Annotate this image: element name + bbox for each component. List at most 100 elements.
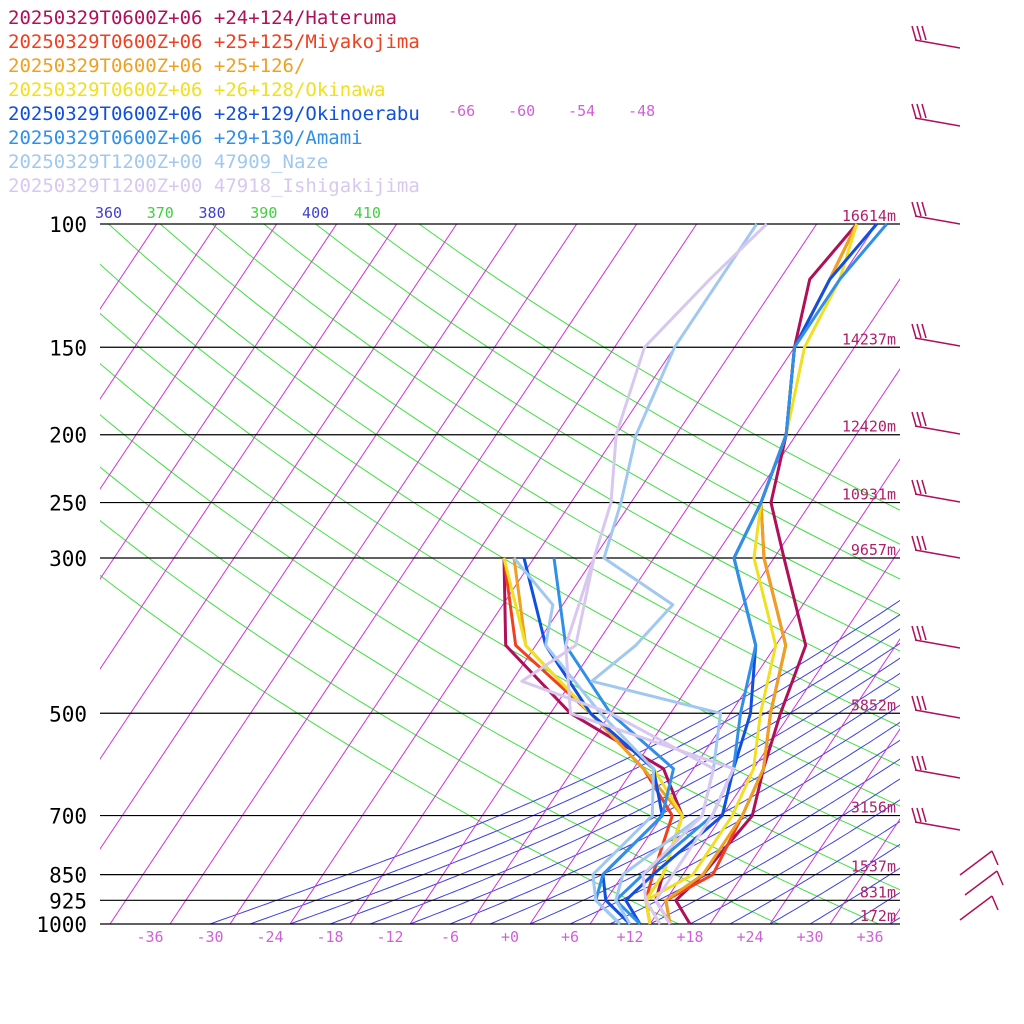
height-label: 3156m (851, 799, 896, 817)
wind-barb-flag (916, 25, 922, 41)
wind-barb-flag (921, 479, 927, 495)
isotherm-line (169, 224, 638, 924)
wind-barb-flag (921, 535, 927, 551)
wind-barb-flag (911, 479, 917, 495)
isotherm-line (100, 224, 218, 400)
wind-barb-staff (914, 215, 961, 225)
temperature-tick-label: -36 (136, 928, 163, 946)
temperature-axis: -36 -30 -24 -18 -12 -6 +0 +6 +12 +18 +24 +30 +36 (136, 928, 883, 946)
isotherm-line (100, 224, 398, 670)
wind-barb-flag (916, 625, 922, 641)
temperature-profile-line (664, 223, 859, 925)
moist-adiabat-line (849, 891, 900, 924)
temperature-profile-line (664, 223, 859, 925)
wind-barb-flag (916, 807, 922, 823)
dewpoint-profile-line (552, 557, 675, 926)
height-label: 12420m (842, 418, 896, 436)
wind-barb (911, 479, 961, 503)
wind-barb-flag (916, 479, 922, 495)
theta-label: 400 (302, 204, 329, 222)
temperature-profile-line (590, 223, 758, 925)
temperature-tick-label: +24 (736, 928, 763, 946)
isotherm-line (109, 224, 578, 924)
isotherm-line (100, 224, 278, 490)
wind-barb-flag (911, 25, 917, 41)
height-label: 10931m (842, 486, 896, 504)
top-labels: -66 -60 -54 -48 360 370 380 390 400 410 (95, 102, 655, 222)
wind-barb-flag (921, 625, 927, 641)
wind-barb-flag (916, 695, 922, 711)
isotherm-line (649, 548, 900, 924)
dewpoint-profile-line (520, 557, 715, 925)
wind-barb (911, 807, 961, 831)
wind-barb-flag (921, 103, 927, 119)
temperature-profile-line (644, 223, 859, 925)
wind-barb-staff (959, 850, 993, 876)
temperature-profile-line (564, 222, 768, 925)
isotherm-line (100, 224, 518, 850)
isotherm-line (709, 638, 900, 924)
isotherm-line (1010, 224, 1024, 924)
isotherm-line (889, 908, 900, 924)
top-isotherm-label: -54 (568, 102, 595, 120)
legend-entry: 20250329T0600Z+06 +24+124/Hateruma (8, 7, 397, 29)
wind-barb-staff (914, 117, 961, 127)
top-isotherm-label: -66 (448, 102, 475, 120)
wind-barb (911, 625, 961, 649)
wind-barb-flag (921, 201, 927, 217)
moist-adiabat-line (209, 599, 900, 924)
legend: 20250329T0600Z+06 +24+124/Hateruma202503… (8, 7, 420, 197)
theta-label: 390 (250, 204, 277, 222)
temperature-tick-label: +12 (616, 928, 643, 946)
wind-barb-staff (914, 821, 961, 831)
wind-barb (959, 850, 999, 876)
height-label: 831m (860, 883, 896, 901)
wind-barb-flag (921, 807, 927, 823)
wind-barb-flag (991, 895, 999, 911)
temperature-tick-label: -30 (196, 928, 223, 946)
wind-barb-flag (916, 323, 922, 339)
height-label: 16614m (842, 207, 896, 225)
wind-barb-flag (921, 25, 927, 41)
wind-barb (959, 895, 999, 921)
wind-barbs (911, 25, 1004, 921)
legend-entry: 20250329T0600Z+06 +28+129/Okinoerabu (8, 103, 420, 125)
height-label: 172m (860, 907, 896, 925)
top-isotherm-label: -60 (508, 102, 535, 120)
isotherm-line (829, 818, 900, 924)
temperature-tick-label: +0 (501, 928, 519, 946)
wind-barb (911, 755, 961, 779)
wind-barb-flag (916, 535, 922, 551)
pressure-tick-label: 100 (49, 213, 87, 237)
temperature-tick-label: +18 (676, 928, 703, 946)
theta-label: 380 (199, 204, 226, 222)
pressure-tick-label: 500 (49, 702, 87, 726)
pressure-tick-label: 300 (49, 547, 87, 571)
wind-barb (911, 103, 961, 127)
height-label: 5852m (851, 696, 896, 714)
wind-barb-flag (911, 807, 917, 823)
pressure-tick-label: 850 (49, 864, 87, 888)
wind-barb-flag (916, 103, 922, 119)
wind-barb-staff (914, 639, 961, 649)
legend-entry: 20250329T0600Z+06 +25+126/ (8, 55, 305, 77)
wind-barb-flag (916, 201, 922, 217)
legend-entry: 20250329T0600Z+06 +25+125/Miyakojima (8, 31, 420, 53)
wind-barb-staff (914, 709, 961, 719)
dry-adiabat-line (211, 224, 900, 652)
moist-adiabat-line (889, 917, 900, 924)
theta-label: 410 (354, 204, 381, 222)
isotherm-line (349, 224, 818, 924)
moist-adiabat-line (809, 867, 900, 924)
pressure-tick-label: 1000 (36, 913, 87, 937)
isotherm-line (0, 224, 37, 924)
temperature-tick-label: +30 (796, 928, 823, 946)
wind-barb-flag (911, 323, 917, 339)
wind-barb-flag (991, 850, 999, 866)
isotherm-line (100, 224, 458, 760)
wind-barb-flag (916, 755, 922, 771)
wind-barb-flag (916, 411, 922, 427)
wind-barb-staff (914, 549, 961, 559)
